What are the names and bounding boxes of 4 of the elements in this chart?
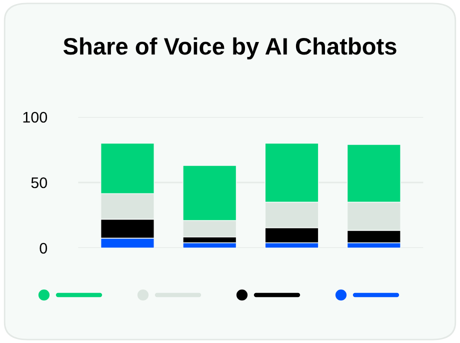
y-tick-label: 100 — [23, 112, 48, 123]
chart-title: Share of Voice by AI Chatbots — [63, 37, 396, 60]
y-tick-label: 0 — [40, 242, 48, 254]
y-tick-label: 50 — [31, 177, 48, 188]
